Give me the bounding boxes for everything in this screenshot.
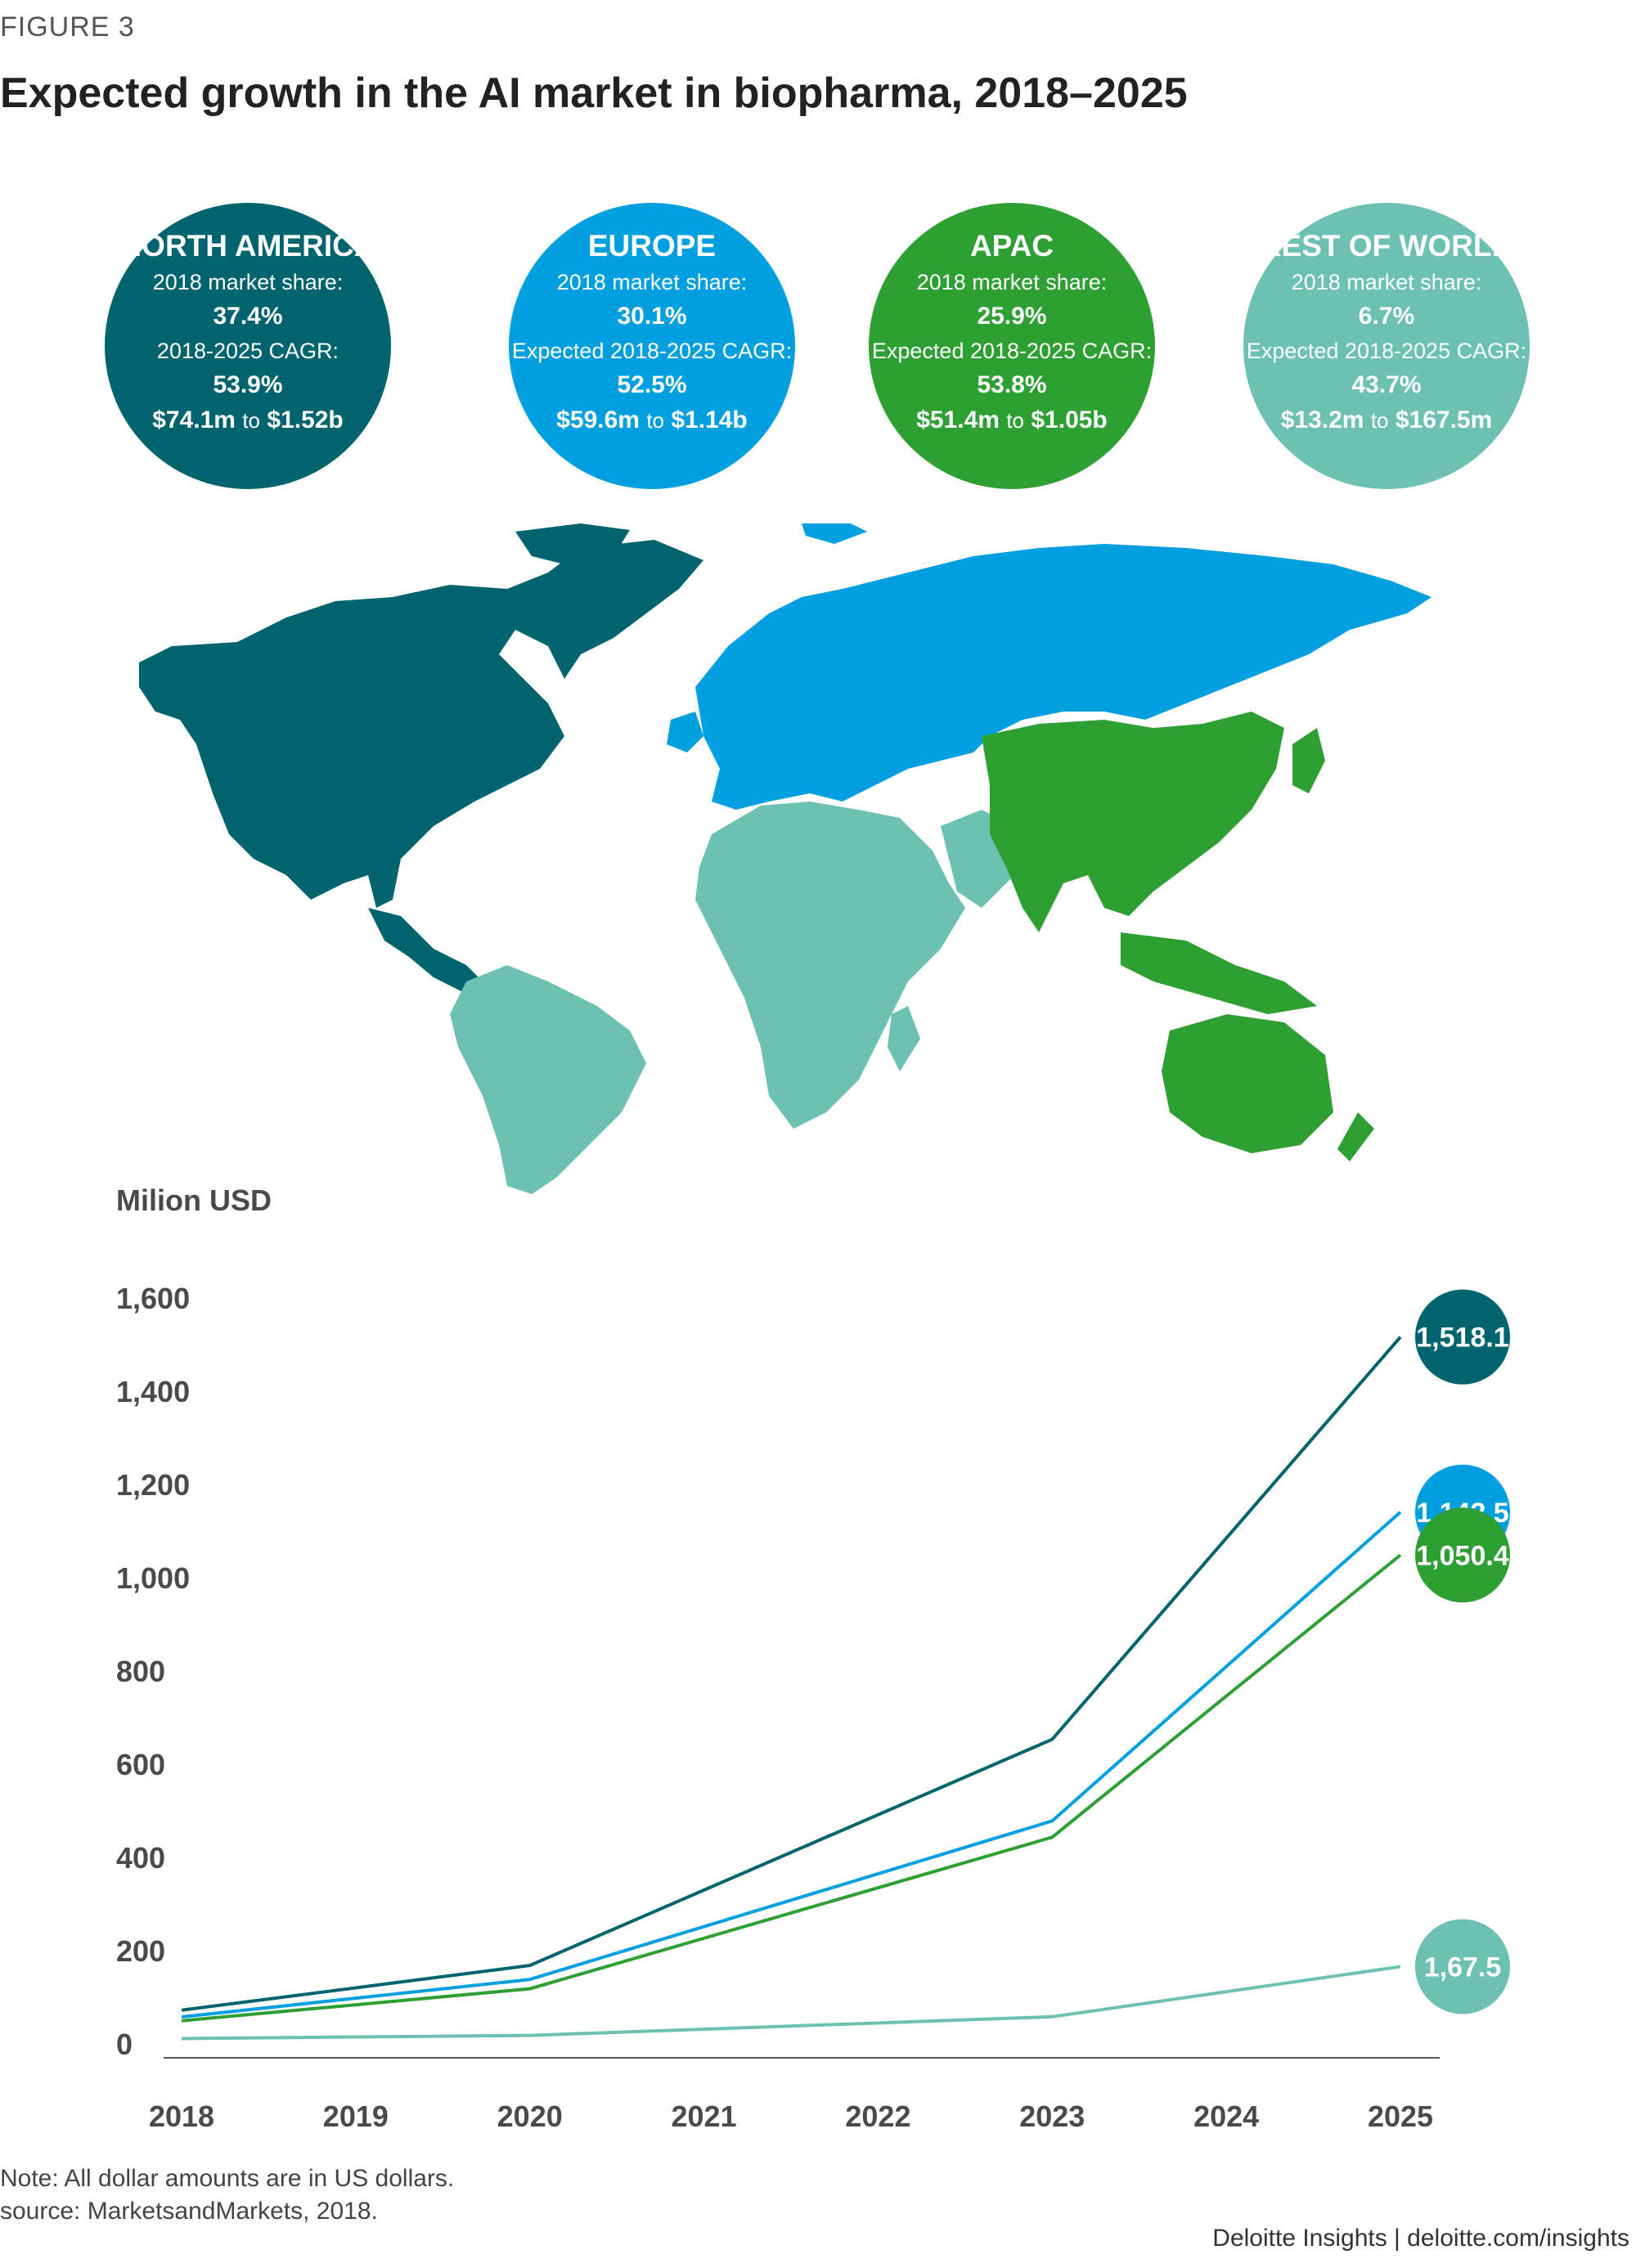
- range-from: $59.6m: [556, 406, 640, 433]
- end-value-label: 1,050.4: [1416, 1540, 1509, 1571]
- series-end-labels: 1,518.11,142.51,050.41,67.5: [1415, 1289, 1510, 2014]
- x-tick-label: 2020: [497, 2100, 563, 2133]
- y-tick-label: 1,000: [116, 1561, 190, 1595]
- region-cagr-label: Expected 2018-2025 CAGR:: [871, 339, 1153, 363]
- y-tick-label: 400: [116, 1841, 165, 1875]
- region-cagr-value: 52.5%: [617, 371, 687, 398]
- region-share-value: 6.7%: [1358, 303, 1415, 330]
- footnote: Note: All dollar amounts are in US dolla…: [0, 2162, 454, 2228]
- series-line: [181, 1336, 1402, 2012]
- x-tick-label: 2023: [1019, 2100, 1085, 2133]
- y-tick-label: 1,400: [116, 1375, 190, 1408]
- region-share-value: 30.1%: [617, 303, 687, 330]
- range-from: $74.1m: [152, 406, 236, 433]
- y-axis-ticks: 0 200 400 600 800 1,000 1,200 1,400 1,600: [116, 1282, 190, 2061]
- region-share-label: 2018 market share:: [1291, 270, 1482, 294]
- region-cagr-value: 53.8%: [977, 371, 1047, 398]
- region-growth-range: $13.2m to $167.5m: [1243, 402, 1530, 438]
- region-share-label: 2018 market share:: [152, 270, 344, 294]
- map-region-rest-of-world: [450, 802, 1031, 1194]
- region-cagr-label: Expected 2018-2025 CAGR:: [511, 339, 793, 363]
- y-tick-label: 800: [116, 1655, 165, 1688]
- x-tick-label: 2019: [323, 2100, 389, 2133]
- region-growth-range: $59.6m to $1.14b: [509, 402, 795, 438]
- x-tick-label: 2022: [845, 2100, 910, 2133]
- region-circle-north-america: NORTH AMERICA 2018 market share: 37.4% 2…: [105, 203, 391, 489]
- x-tick-label: 2025: [1368, 2100, 1433, 2133]
- region-name: REST OF WORLD: [1259, 229, 1514, 263]
- x-tick-label: 2021: [672, 2100, 737, 2133]
- y-tick-label: 1,600: [116, 1282, 190, 1315]
- end-value-circle: [1415, 1919, 1510, 2014]
- range-to-word: to: [1370, 408, 1389, 433]
- region-share-value: 37.4%: [213, 303, 283, 330]
- region-cagr-label: Expected 2018-2025 CAGR:: [1246, 339, 1527, 363]
- end-value-circle: [1415, 1507, 1510, 1603]
- range-to-word: to: [242, 408, 261, 433]
- range-to: $1.05b: [1031, 406, 1108, 433]
- region-cagr-label: 2018-2025 CAGR:: [156, 339, 339, 363]
- region-cagr-value: 43.7%: [1351, 371, 1422, 398]
- region-share-label: 2018 market share:: [556, 270, 748, 294]
- end-value-label: 1,67.5: [1424, 1952, 1502, 1983]
- series-line: [181, 1553, 1402, 2023]
- world-map: [139, 523, 1432, 1194]
- region-circle-apac: APAC 2018 market share: 25.9% Expected 2…: [869, 203, 1155, 489]
- region-growth-range: $74.1m to $1.52b: [105, 402, 391, 438]
- region-growth-range: $51.4m to $1.05b: [869, 402, 1155, 438]
- range-from: $51.4m: [916, 406, 1000, 433]
- y-tick-label: 200: [116, 1934, 165, 1968]
- range-to-word: to: [646, 408, 665, 433]
- region-name: EUROPE: [587, 229, 717, 263]
- end-value-circle: [1415, 1289, 1510, 1385]
- y-tick-label: 1,200: [116, 1468, 190, 1502]
- y-tick-label: 0: [116, 2028, 133, 2061]
- region-cagr-value: 53.9%: [213, 371, 283, 398]
- map-region-europe: [667, 523, 1432, 810]
- region-circle-rest-of-world: REST OF WORLD 2018 market share: 6.7% Ex…: [1243, 203, 1530, 489]
- range-to: $167.5m: [1395, 406, 1493, 433]
- range-to: $1.52b: [267, 406, 344, 433]
- range-to: $1.14b: [671, 406, 748, 433]
- series-line: [181, 1965, 1401, 2041]
- end-value-label: 1,518.1: [1416, 1323, 1508, 1354]
- x-tick-label: 2018: [149, 2100, 214, 2133]
- region-share-value: 25.9%: [977, 303, 1047, 330]
- range-to-word: to: [1006, 408, 1025, 433]
- x-axis-ticks: 2018 2019 2020 2021 2022 2023 2024 2025: [149, 2100, 1433, 2133]
- region-circle-europe: EUROPE 2018 market share: 30.1% Expected…: [509, 203, 795, 489]
- map-region-apac: [982, 712, 1374, 1161]
- map-region-north-america: [139, 523, 703, 994]
- range-from: $13.2m: [1280, 406, 1364, 433]
- y-axis-title: Milion USD: [116, 1183, 272, 1217]
- y-tick-label: 600: [116, 1748, 165, 1781]
- source-line: source: MarketsandMarkets, 2018.: [0, 2198, 378, 2225]
- region-name: APAC: [969, 229, 1054, 263]
- region-name: NORTH AMERICA: [119, 229, 376, 263]
- series-lines: [181, 1336, 1402, 2041]
- line-chart: Milion USD 0 200 400 600 800 1,000 1,200 1,400 1…: [116, 1183, 1510, 2133]
- series-line: [181, 1511, 1402, 2019]
- figure-label: FIGURE 3: [0, 11, 135, 43]
- x-tick-label: 2024: [1193, 2100, 1259, 2133]
- region-share-label: 2018 market share:: [916, 270, 1108, 294]
- chart-title: Expected growth in the AI market in biop…: [0, 70, 1188, 117]
- note-line: Note: All dollar amounts are in US dolla…: [0, 2165, 455, 2192]
- footer-credit: Deloitte Insights | deloitte.com/insight…: [1212, 2225, 1629, 2252]
